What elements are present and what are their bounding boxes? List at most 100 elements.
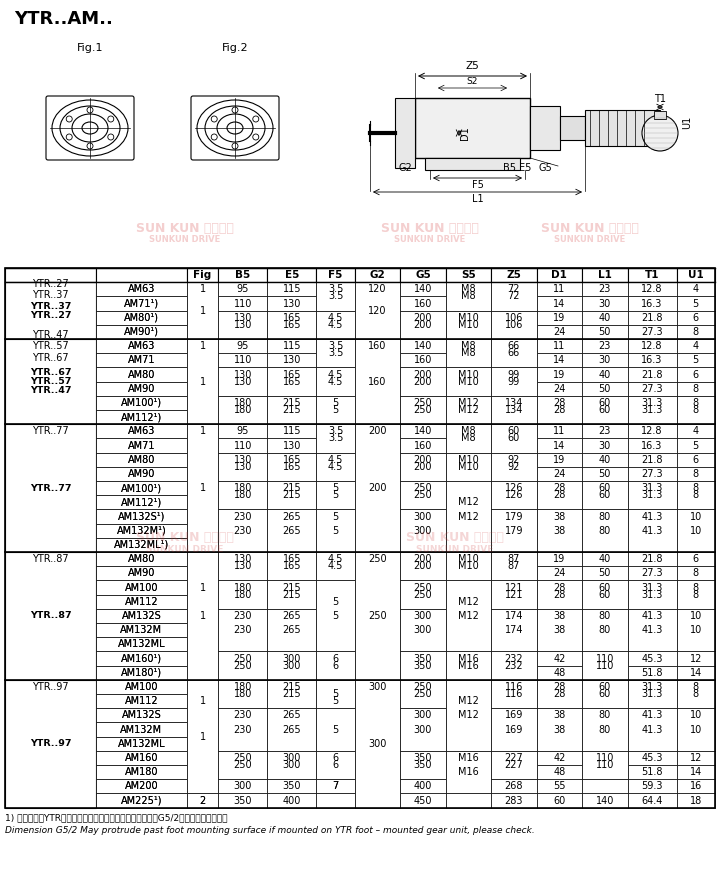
- Text: 350: 350: [233, 796, 252, 805]
- Bar: [491, 652, 536, 680]
- Bar: [316, 325, 355, 339]
- Bar: [491, 638, 536, 652]
- Bar: [628, 680, 677, 694]
- Bar: [654, 111, 666, 119]
- Bar: [96, 353, 187, 368]
- Bar: [446, 723, 491, 737]
- Text: AM132M: AM132M: [120, 625, 163, 635]
- Text: 28: 28: [553, 490, 565, 500]
- Text: 5: 5: [333, 490, 338, 500]
- Text: AM200: AM200: [125, 781, 158, 791]
- Bar: [187, 467, 218, 481]
- Text: L1: L1: [598, 270, 612, 280]
- Bar: [96, 410, 187, 424]
- Bar: [491, 396, 536, 424]
- Bar: [187, 325, 218, 339]
- Text: AM100¹): AM100¹): [121, 483, 162, 493]
- Text: YTR..97: YTR..97: [32, 682, 69, 692]
- Bar: [96, 510, 187, 524]
- Text: SUN KUN 上坤传动: SUN KUN 上坤传动: [136, 531, 234, 544]
- Bar: [5, 609, 96, 623]
- Text: 87: 87: [508, 554, 520, 564]
- Bar: [187, 339, 218, 353]
- Text: AM100¹): AM100¹): [121, 398, 162, 408]
- Bar: [267, 793, 316, 807]
- Text: 40: 40: [599, 554, 611, 564]
- Bar: [400, 311, 446, 339]
- Bar: [267, 750, 316, 765]
- Bar: [677, 467, 715, 481]
- Bar: [491, 552, 536, 567]
- Bar: [536, 311, 582, 325]
- Bar: [582, 779, 628, 793]
- Bar: [355, 723, 400, 737]
- Bar: [400, 453, 446, 481]
- Bar: [96, 297, 187, 311]
- Text: 250: 250: [233, 661, 252, 670]
- Bar: [187, 680, 218, 694]
- Bar: [96, 467, 187, 481]
- Text: 40: 40: [599, 369, 611, 379]
- Text: 8: 8: [693, 469, 699, 479]
- Bar: [446, 524, 491, 538]
- Text: AM100¹): AM100¹): [121, 398, 162, 408]
- Bar: [677, 581, 715, 595]
- Bar: [536, 723, 582, 737]
- Bar: [536, 581, 582, 609]
- Bar: [267, 311, 316, 339]
- Text: AM90: AM90: [127, 384, 155, 393]
- Bar: [628, 779, 677, 793]
- Bar: [267, 353, 316, 368]
- Bar: [267, 297, 316, 311]
- Text: AM80: AM80: [127, 455, 155, 464]
- Bar: [628, 439, 677, 453]
- Bar: [267, 581, 316, 595]
- Text: 200: 200: [414, 369, 432, 379]
- Text: AM90¹): AM90¹): [124, 327, 159, 337]
- Bar: [491, 424, 536, 453]
- Text: 50: 50: [598, 327, 611, 337]
- Bar: [400, 524, 446, 538]
- Text: 300: 300: [369, 682, 387, 692]
- Text: 230: 230: [233, 710, 252, 720]
- Bar: [96, 623, 187, 638]
- Text: 230: 230: [233, 526, 252, 535]
- Text: 300: 300: [414, 625, 432, 635]
- Text: AM80¹): AM80¹): [124, 313, 159, 322]
- Bar: [218, 680, 267, 709]
- Bar: [316, 581, 355, 652]
- Text: 60: 60: [599, 689, 611, 699]
- Bar: [355, 353, 400, 368]
- Bar: [5, 779, 96, 793]
- Bar: [446, 609, 491, 623]
- Text: 60: 60: [599, 590, 611, 599]
- Text: 3.5: 3.5: [328, 341, 343, 351]
- Bar: [491, 453, 536, 467]
- Bar: [5, 467, 96, 481]
- Bar: [400, 709, 446, 750]
- Bar: [677, 481, 715, 496]
- Bar: [187, 297, 218, 311]
- Bar: [218, 581, 267, 595]
- Text: 80: 80: [599, 511, 611, 521]
- Bar: [400, 410, 446, 424]
- Bar: [5, 353, 96, 368]
- Text: 300: 300: [414, 511, 432, 521]
- Text: M8: M8: [461, 433, 476, 443]
- Text: SUN KUN 上坤传动: SUN KUN 上坤传动: [136, 221, 234, 234]
- Bar: [628, 481, 677, 510]
- Text: 19: 19: [553, 313, 565, 322]
- Text: 300: 300: [283, 753, 301, 763]
- Bar: [400, 481, 446, 496]
- Text: F5: F5: [472, 180, 483, 190]
- Text: 140: 140: [414, 284, 432, 294]
- Bar: [628, 467, 677, 481]
- Bar: [187, 595, 218, 609]
- Bar: [628, 609, 677, 652]
- Bar: [316, 439, 355, 453]
- Text: 110: 110: [234, 355, 252, 365]
- Text: M10: M10: [458, 462, 479, 472]
- Bar: [316, 652, 355, 680]
- Bar: [536, 368, 582, 382]
- Bar: [218, 325, 267, 339]
